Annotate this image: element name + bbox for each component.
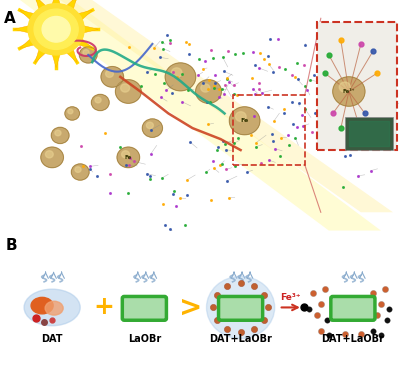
FancyBboxPatch shape <box>122 296 166 320</box>
Circle shape <box>71 164 89 180</box>
Polygon shape <box>35 0 46 10</box>
Ellipse shape <box>24 289 80 326</box>
Polygon shape <box>52 54 60 68</box>
Circle shape <box>51 127 69 143</box>
Ellipse shape <box>45 301 63 315</box>
Circle shape <box>45 151 53 158</box>
Circle shape <box>105 70 113 77</box>
Polygon shape <box>20 10 35 20</box>
Polygon shape <box>83 26 98 33</box>
Circle shape <box>34 9 78 49</box>
Bar <box>317 22 397 150</box>
Text: DAT+LaOBr: DAT+LaOBr <box>209 333 272 344</box>
Circle shape <box>165 63 196 91</box>
Text: DAT: DAT <box>41 333 63 344</box>
Polygon shape <box>77 10 93 20</box>
Circle shape <box>196 80 221 103</box>
Polygon shape <box>35 49 46 63</box>
Circle shape <box>41 147 63 168</box>
Circle shape <box>68 109 73 114</box>
Text: Fe: Fe <box>125 155 132 160</box>
Text: LaOBr: LaOBr <box>128 333 161 344</box>
Polygon shape <box>66 0 77 10</box>
Circle shape <box>91 94 109 111</box>
Text: >: > <box>179 294 202 321</box>
Circle shape <box>115 80 141 103</box>
Circle shape <box>79 47 97 63</box>
Circle shape <box>42 16 70 42</box>
Polygon shape <box>52 0 60 5</box>
Circle shape <box>207 276 275 339</box>
Text: DAT+LaOBr: DAT+LaOBr <box>322 333 384 344</box>
Bar <box>345 117 393 150</box>
Circle shape <box>146 122 153 128</box>
Circle shape <box>171 68 182 78</box>
Circle shape <box>121 84 130 92</box>
Circle shape <box>95 97 101 103</box>
Circle shape <box>339 82 350 92</box>
Text: Fe³⁺: Fe³⁺ <box>342 89 355 94</box>
Circle shape <box>28 4 84 55</box>
Circle shape <box>142 119 162 137</box>
Circle shape <box>201 84 210 92</box>
Ellipse shape <box>31 297 53 314</box>
Text: Fe³⁺: Fe³⁺ <box>280 293 301 302</box>
Polygon shape <box>20 38 35 49</box>
Circle shape <box>122 151 130 158</box>
Circle shape <box>75 167 81 172</box>
Text: Fe: Fe <box>241 118 249 123</box>
Polygon shape <box>77 38 93 49</box>
Circle shape <box>83 50 89 55</box>
Circle shape <box>101 67 124 87</box>
Circle shape <box>65 107 79 120</box>
Text: +: + <box>94 295 115 320</box>
FancyBboxPatch shape <box>331 296 375 320</box>
Text: A: A <box>4 11 16 26</box>
Text: B: B <box>6 238 18 253</box>
Polygon shape <box>66 49 77 63</box>
FancyBboxPatch shape <box>219 296 263 320</box>
Circle shape <box>117 147 140 168</box>
Circle shape <box>333 77 365 106</box>
Circle shape <box>229 107 260 135</box>
Polygon shape <box>60 0 393 212</box>
Polygon shape <box>20 0 381 231</box>
Polygon shape <box>14 26 29 33</box>
Circle shape <box>55 130 61 136</box>
Bar <box>233 95 305 165</box>
Circle shape <box>235 112 246 122</box>
